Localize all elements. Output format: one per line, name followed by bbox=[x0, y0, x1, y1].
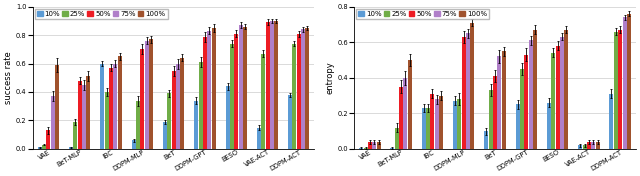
Bar bbox=[466, 33, 470, 149]
Bar bbox=[266, 22, 269, 149]
Bar bbox=[426, 108, 430, 149]
Bar bbox=[55, 65, 59, 149]
Bar bbox=[461, 37, 466, 149]
Bar bbox=[533, 30, 537, 149]
Bar bbox=[230, 44, 234, 149]
Bar bbox=[551, 53, 556, 149]
Bar bbox=[301, 29, 305, 149]
Bar bbox=[140, 49, 145, 149]
Bar bbox=[609, 94, 614, 149]
Bar bbox=[74, 122, 77, 149]
Bar bbox=[234, 34, 238, 149]
Bar bbox=[596, 142, 600, 149]
Bar bbox=[176, 64, 180, 149]
Bar bbox=[132, 140, 136, 149]
Bar bbox=[180, 58, 184, 149]
Bar bbox=[77, 81, 82, 149]
Bar bbox=[614, 32, 618, 149]
Bar bbox=[408, 60, 412, 149]
Bar bbox=[163, 122, 167, 149]
Bar bbox=[47, 130, 51, 149]
Bar bbox=[167, 93, 172, 149]
Bar bbox=[38, 147, 42, 149]
Bar bbox=[203, 37, 207, 149]
Bar bbox=[618, 30, 622, 149]
Bar bbox=[591, 142, 595, 149]
Bar bbox=[453, 101, 457, 149]
Bar bbox=[274, 21, 278, 149]
Bar bbox=[623, 17, 627, 149]
Bar bbox=[493, 76, 497, 149]
Bar bbox=[288, 95, 292, 149]
Bar bbox=[100, 64, 104, 149]
Bar bbox=[560, 37, 564, 149]
Bar bbox=[172, 71, 175, 149]
Bar bbox=[516, 104, 520, 149]
Bar bbox=[105, 92, 109, 149]
Bar bbox=[113, 64, 117, 149]
Bar bbox=[587, 142, 591, 149]
Bar bbox=[149, 39, 153, 149]
Bar bbox=[86, 76, 90, 149]
Bar bbox=[403, 78, 408, 149]
Bar bbox=[582, 145, 586, 149]
Bar bbox=[484, 131, 488, 149]
Bar bbox=[292, 44, 296, 149]
Bar bbox=[261, 54, 265, 149]
Bar bbox=[42, 145, 46, 149]
Legend: 10%, 25%, 50%, 75%, 100%: 10%, 25%, 50%, 75%, 100% bbox=[35, 9, 168, 19]
Bar bbox=[270, 21, 274, 149]
Bar bbox=[376, 142, 381, 149]
Bar bbox=[399, 87, 403, 149]
Bar bbox=[212, 28, 216, 149]
Bar bbox=[368, 142, 372, 149]
Bar bbox=[564, 30, 568, 149]
Bar bbox=[257, 128, 261, 149]
Bar bbox=[395, 128, 399, 149]
Bar bbox=[359, 148, 363, 149]
Bar bbox=[145, 41, 148, 149]
Bar bbox=[520, 69, 524, 149]
Bar bbox=[198, 62, 203, 149]
Bar bbox=[109, 68, 113, 149]
Bar bbox=[297, 34, 301, 149]
Y-axis label: entropy: entropy bbox=[326, 61, 335, 94]
Bar bbox=[69, 147, 73, 149]
Bar bbox=[489, 90, 493, 149]
Bar bbox=[51, 96, 55, 149]
Bar bbox=[207, 31, 211, 149]
Bar bbox=[372, 142, 376, 149]
Bar bbox=[431, 94, 435, 149]
Bar bbox=[470, 23, 474, 149]
Bar bbox=[243, 27, 247, 149]
Bar bbox=[435, 99, 439, 149]
Bar bbox=[524, 55, 528, 149]
Bar bbox=[364, 148, 367, 149]
Bar bbox=[136, 100, 140, 149]
Bar bbox=[627, 14, 631, 149]
Bar bbox=[390, 148, 394, 149]
Bar bbox=[502, 51, 506, 149]
Bar bbox=[239, 25, 243, 149]
Bar bbox=[578, 145, 582, 149]
Y-axis label: success rate: success rate bbox=[4, 51, 13, 104]
Bar bbox=[225, 86, 230, 149]
Bar bbox=[439, 96, 443, 149]
Bar bbox=[194, 100, 198, 149]
Bar bbox=[305, 28, 310, 149]
Legend: 10%, 25%, 50%, 75%, 100%: 10%, 25%, 50%, 75%, 100% bbox=[356, 9, 489, 19]
Bar bbox=[529, 40, 532, 149]
Bar bbox=[422, 108, 426, 149]
Bar bbox=[497, 56, 501, 149]
Bar bbox=[458, 99, 461, 149]
Bar bbox=[556, 46, 559, 149]
Bar bbox=[118, 56, 122, 149]
Bar bbox=[547, 103, 551, 149]
Bar bbox=[82, 85, 86, 149]
